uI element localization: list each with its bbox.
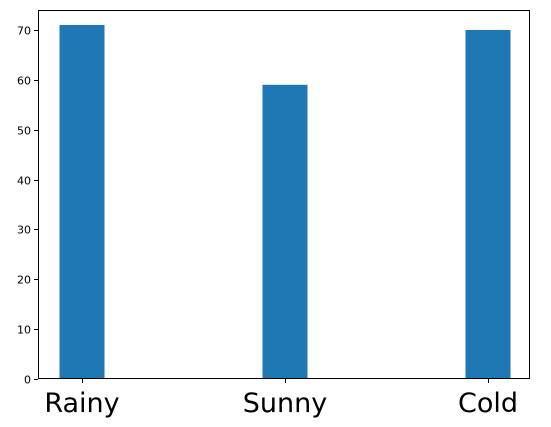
y-tick-label: 40 (17, 175, 31, 188)
y-tick-label: 20 (17, 274, 31, 287)
y-tick-label: 10 (17, 324, 31, 337)
y-tick-label: 60 (17, 75, 31, 88)
y-axis: 0 10 20 30 40 50 60 70 (17, 25, 38, 387)
bar-sunny (262, 84, 308, 379)
plot-frame (38, 10, 530, 379)
y-tick-label: 30 (17, 224, 31, 237)
y-tick-label: 70 (17, 25, 31, 38)
x-tick-label-cold: Cold (458, 388, 518, 419)
x-axis: Rainy Sunny Cold (44, 379, 518, 419)
y-tick-label: 0 (24, 374, 31, 387)
bar-rainy (59, 24, 105, 379)
bars-group (59, 24, 511, 379)
x-tick-label-rainy: Rainy (44, 388, 119, 419)
bar-cold (465, 29, 511, 379)
x-tick-label-sunny: Sunny (243, 388, 327, 419)
y-tick-label: 50 (17, 125, 31, 138)
